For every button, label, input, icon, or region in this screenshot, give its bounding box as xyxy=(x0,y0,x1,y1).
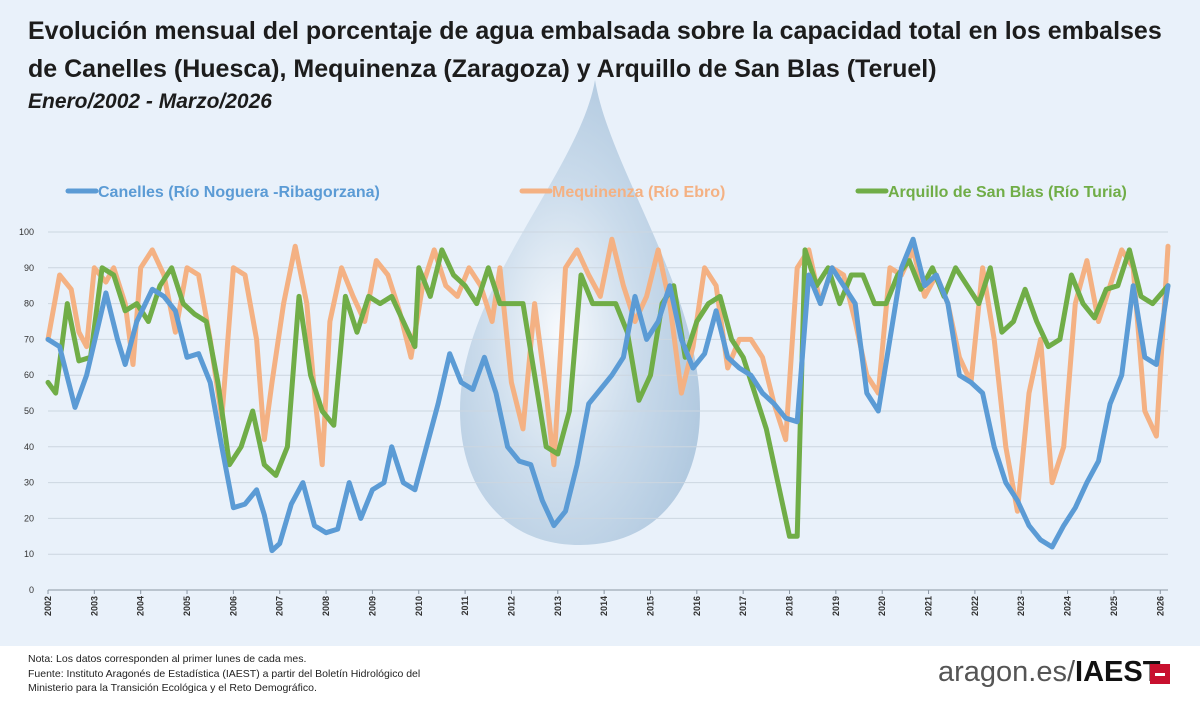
y-tick-label: 60 xyxy=(24,370,34,380)
chart-subtitle: Enero/2002 - Marzo/2026 xyxy=(28,90,272,113)
series-line-canelles xyxy=(45,236,1171,554)
x-tick-label: 2023 xyxy=(1016,596,1026,616)
x-tick-label: 2012 xyxy=(506,596,516,616)
line-chart: 0 10 20 30 40 50 60 70 80 90 100 2002 2003 2004 2005 20… xyxy=(19,80,1171,616)
y-tick-label: 70 xyxy=(24,334,34,344)
x-tick-label: 2015 xyxy=(645,596,655,616)
y-tick-label: 10 xyxy=(24,549,34,559)
legend-mequinenza-label: Mequinenza (Río Ebro) xyxy=(552,184,725,201)
x-tick-label: 2022 xyxy=(970,596,980,616)
x-tick-label: 2026 xyxy=(1155,596,1165,616)
brand-link[interactable]: aragon.es/IAEST xyxy=(938,656,1160,689)
x-tick-label: 2019 xyxy=(831,596,841,616)
x-tick-label: 2007 xyxy=(275,596,285,616)
footer-note: Nota: Los datos corresponden al primer l… xyxy=(28,653,307,665)
footer-source-1: Fuente: Instituto Aragonés de Estadístic… xyxy=(28,667,421,680)
chart-title: Evolución mensual del porcentaje de agua… xyxy=(28,17,1162,83)
x-tick-label: 2020 xyxy=(877,596,887,616)
y-tick-label: 50 xyxy=(24,406,34,416)
iaest-logo-icon xyxy=(1150,664,1170,684)
y-tick-label: 80 xyxy=(24,299,34,309)
x-tick-label: 2004 xyxy=(136,596,146,616)
legend-arquillo-label: Arquillo de San Blas (Río Turia) xyxy=(888,184,1127,201)
x-tick-label: 2018 xyxy=(785,596,795,616)
x-tick-label: 2025 xyxy=(1109,596,1119,616)
footer-source-2: Ministerio para la Transición Ecológica … xyxy=(28,682,317,694)
x-tick-label: 2010 xyxy=(414,596,424,616)
x-tick-label: 2008 xyxy=(321,596,331,616)
x-tick-label: 2009 xyxy=(367,596,377,616)
x-tick-label: 2011 xyxy=(460,596,470,616)
x-tick-label: 2013 xyxy=(553,596,563,616)
y-tick-label: 100 xyxy=(19,227,34,237)
x-tick-label: 2017 xyxy=(738,596,748,616)
x-tick-label: 2014 xyxy=(599,596,609,616)
legend-canelles-label: Canelles (Río Noguera -Ribagorzana) xyxy=(98,184,380,201)
y-tick-label: 90 xyxy=(24,263,34,273)
footer-notes: Nota: Los datos corresponden al primer l… xyxy=(28,652,420,696)
y-tick-label: 40 xyxy=(24,442,34,452)
x-tick-label: 2006 xyxy=(228,596,238,616)
series-line-arquillo xyxy=(45,247,1171,539)
y-tick-label: 30 xyxy=(24,478,34,488)
x-tick-label: 2003 xyxy=(89,596,99,616)
brand-name: IAEST xyxy=(1075,656,1161,688)
y-tick-label: 20 xyxy=(24,513,34,523)
x-tick-label: 2016 xyxy=(692,596,702,616)
x-tick-label: 2021 xyxy=(924,596,934,616)
x-tick-label: 2005 xyxy=(182,596,192,616)
y-tick-label: 0 xyxy=(29,585,34,595)
brand-prefix: aragon.es/ xyxy=(938,656,1076,688)
x-tick-label: 2024 xyxy=(1063,596,1073,616)
x-tick-label: 2002 xyxy=(43,596,53,616)
